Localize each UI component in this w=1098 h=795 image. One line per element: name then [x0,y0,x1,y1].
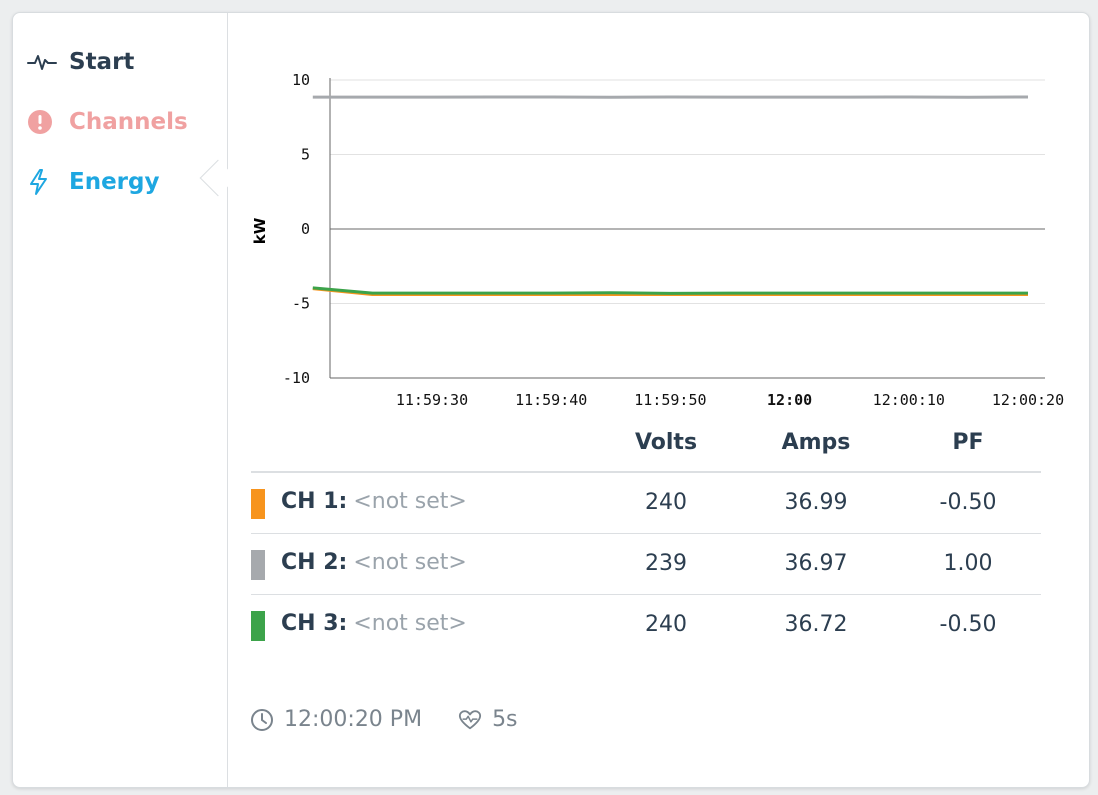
lightning-icon [27,167,57,197]
y-tick-label: 0 [301,220,310,238]
amps-value: 36.97 [784,551,848,576]
pf-value: -0.50 [939,490,997,515]
header-volts: Volts [634,430,698,455]
channel-label: CH 1: <not set> [281,489,467,514]
volts-value: 239 [645,551,687,576]
channel-color-swatch [251,550,265,580]
y-tick-label: -10 [283,369,310,387]
channel-table: Volts Amps PF CH 1: <not set> 240 36.99 -… [251,425,1041,656]
update-interval: 5s [458,707,518,732]
x-tick-label: 12:00 [767,391,812,409]
table-row: CH 2: <not set> 239 36.97 1.00 [251,534,1041,595]
nav-item-energy[interactable]: Energy [27,162,159,202]
y-tick-label: 10 [292,71,310,89]
channel-label: CH 2: <not set> [281,550,467,575]
clock-icon [250,708,274,732]
pf-value: 1.00 [943,551,993,576]
nav-item-label: Channels [69,109,188,135]
pulse-icon [27,47,57,77]
channel-name: <not set> [353,611,467,636]
pf-value: -0.50 [939,612,997,637]
nav-item-start[interactable]: Start [27,42,134,82]
sidebar: Start Channels Energy [13,13,228,787]
channel-color-swatch [251,611,265,641]
volts-value: 240 [645,490,687,515]
series-line-ch3 [312,286,1028,295]
last-update: 12:00:20 PM [250,707,422,732]
channel-label: CH 3: <not set> [281,611,467,636]
x-tick-label: 12:00:10 [873,391,945,409]
y-axis-label: kW [251,217,269,244]
last-update-time: 12:00:20 PM [284,707,423,732]
energy-card: Start Channels Energy [12,12,1090,788]
table-row: CH 3: <not set> 240 36.72 -0.50 [251,595,1041,656]
x-tick-label: 11:59:30 [396,391,468,409]
heartbeat-icon [458,708,482,732]
nav-item-label: Energy [69,169,160,195]
chart-svg: 10 5 0 -5 -10 11:59:30 11:59:40 11:59:50 12:00 12… [251,71,1064,409]
nav-item-channels[interactable]: Channels [27,102,188,142]
amps-value: 36.72 [784,612,848,637]
volts-value: 240 [645,612,687,637]
header-pf: PF [952,430,984,455]
nav-item-label: Start [69,49,135,75]
table-header: Volts Amps PF [251,425,1041,473]
header-amps: Amps [781,430,851,455]
y-tick-label: 5 [301,146,310,164]
update-interval-value: 5s [492,707,518,732]
y-tick-label: -5 [292,295,310,313]
table-row: CH 1: <not set> 240 36.99 -0.50 [251,473,1041,534]
x-tick-label: 12:00:20 [992,391,1064,409]
status-bar: 12:00:20 PM 5s [250,707,554,732]
alert-circle-icon [27,107,57,137]
channel-name: <not set> [353,489,467,514]
x-tick-label: 11:59:40 [515,391,587,409]
x-tick-label: 11:59:50 [634,391,706,409]
channel-color-swatch [251,489,265,519]
channel-name: <not set> [353,550,467,575]
amps-value: 36.99 [784,490,848,515]
power-chart: 10 5 0 -5 -10 11:59:30 11:59:40 11:59:50 12:00 12… [230,50,1070,420]
